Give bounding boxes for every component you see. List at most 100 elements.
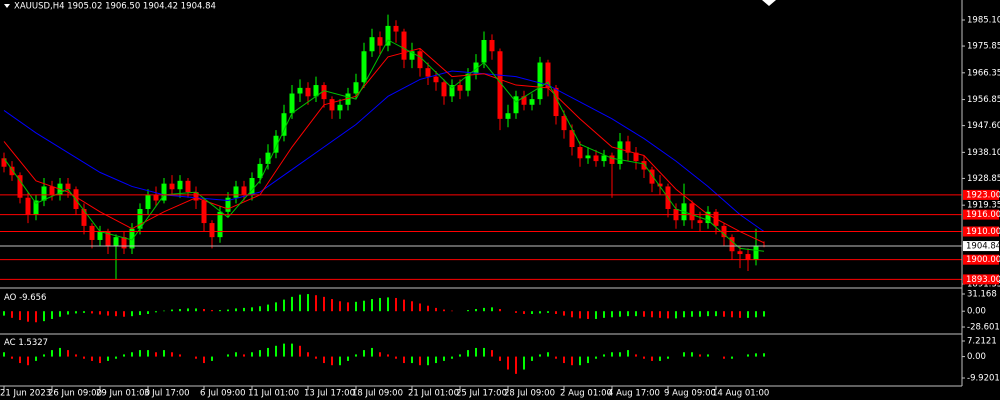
candle-body [25,197,31,215]
candle-body [329,99,335,111]
candle-body [705,211,711,224]
menu-arrow[interactable] [4,4,10,8]
x-tick-label: 3 Jul 17:00 [144,389,190,399]
candle-body [401,31,407,60]
y-tick-label: 0.00 [967,307,986,317]
candle-body [585,155,591,159]
candle-body [649,169,655,184]
candle-body [337,104,343,111]
candle-body [273,135,279,153]
y-tick-label: 1919.35 [967,201,1000,211]
moving-average [3,70,765,232]
y-tick-label: 1966.35 [967,68,1000,78]
candle-body [193,192,199,201]
y-tick-label: 0.00 [967,352,986,362]
candle-body [529,99,535,105]
candle-body [225,197,231,212]
candle-body [369,37,375,52]
candle-body [169,183,175,190]
candle-body [385,25,391,46]
y-tick-label: 1985.10 [967,15,1000,25]
x-tick-label: 11 Jul 01:00 [248,389,299,399]
candle-body [361,51,367,83]
candle-body [105,231,111,246]
candle-body [569,130,575,148]
candle-body [417,51,423,69]
plot-area [0,14,962,374]
candle-body [497,51,503,119]
x-tick-label: 26 Jun 09:00 [48,389,102,399]
indicator-name: AC [4,338,16,348]
candle-body [65,183,71,190]
candle-body [697,220,703,224]
candle-body [89,225,95,240]
candle-body [377,37,383,46]
candle-body [521,96,527,105]
candle-body [209,223,215,238]
candle-body [745,254,751,260]
candle-body [753,245,759,260]
candle-body [9,166,15,176]
level-label: 1900.00 [966,255,1000,265]
y-tick-label: 1938.10 [967,148,1000,158]
candle-body [145,194,151,209]
candle-body [489,39,495,52]
candle-body [433,76,439,83]
candle-body [137,208,143,229]
x-tick-label: 6 Jul 09:00 [200,389,246,399]
x-tick-label: 14 Aug 01:00 [712,389,769,399]
x-tick-label: 29 Jun 01:00 [96,389,150,399]
level-label-box [963,254,999,265]
candle-body [441,82,447,97]
candle-body [185,180,191,193]
y-tick-label: 1956.85 [967,95,1000,105]
indicator-value: 1.5327 [18,338,48,348]
y-tick-label: -28.601 [967,322,1000,332]
price-label-box [963,241,999,252]
candle-body [345,93,351,105]
x-tick-label: 4 Aug 17:00 [608,389,660,399]
level-label-box [963,226,999,237]
y-tick-label: -9.9201 [967,374,1000,384]
candle-body [505,113,511,119]
level-label-box [963,274,999,285]
candle-body [113,237,119,246]
candle-body [121,237,127,249]
candle-body [41,186,47,201]
candle-body [609,155,615,164]
candle-body [297,87,303,94]
candle-body [553,87,559,117]
moving-average [3,39,765,252]
candle-body [281,113,287,136]
candle-body [537,62,543,100]
candle-body [313,85,319,97]
level-label: 1923.00 [966,190,1000,200]
candle-body [425,68,431,77]
candle-body [577,147,583,159]
candle-body [481,39,487,63]
indicator-name: AO [4,293,17,303]
candle-body [689,203,695,221]
candle-body [593,155,599,162]
y-tick-label: 1975.85 [967,42,1000,52]
candle-body [257,163,263,179]
candle-body [449,85,455,97]
candle-body [153,194,159,201]
y-tick-label: 7.2121 [967,337,997,347]
candle-body [601,155,607,162]
level-label: 1910.00 [966,227,1000,237]
candle-body [265,152,271,164]
candle-body [201,200,207,224]
shift-marker[interactable] [762,0,776,6]
candle-body [81,208,87,226]
candle-body [241,186,247,195]
chart-title: XAUUSD,H4 1905.02 1906.50 1904.42 1904.8… [14,2,216,12]
candle-body [305,87,311,97]
candle-body [17,175,23,198]
candle-body [625,141,631,153]
moving-average [3,47,765,244]
candle-body [233,186,239,198]
candle-body [457,85,463,91]
candle-body [561,116,567,131]
